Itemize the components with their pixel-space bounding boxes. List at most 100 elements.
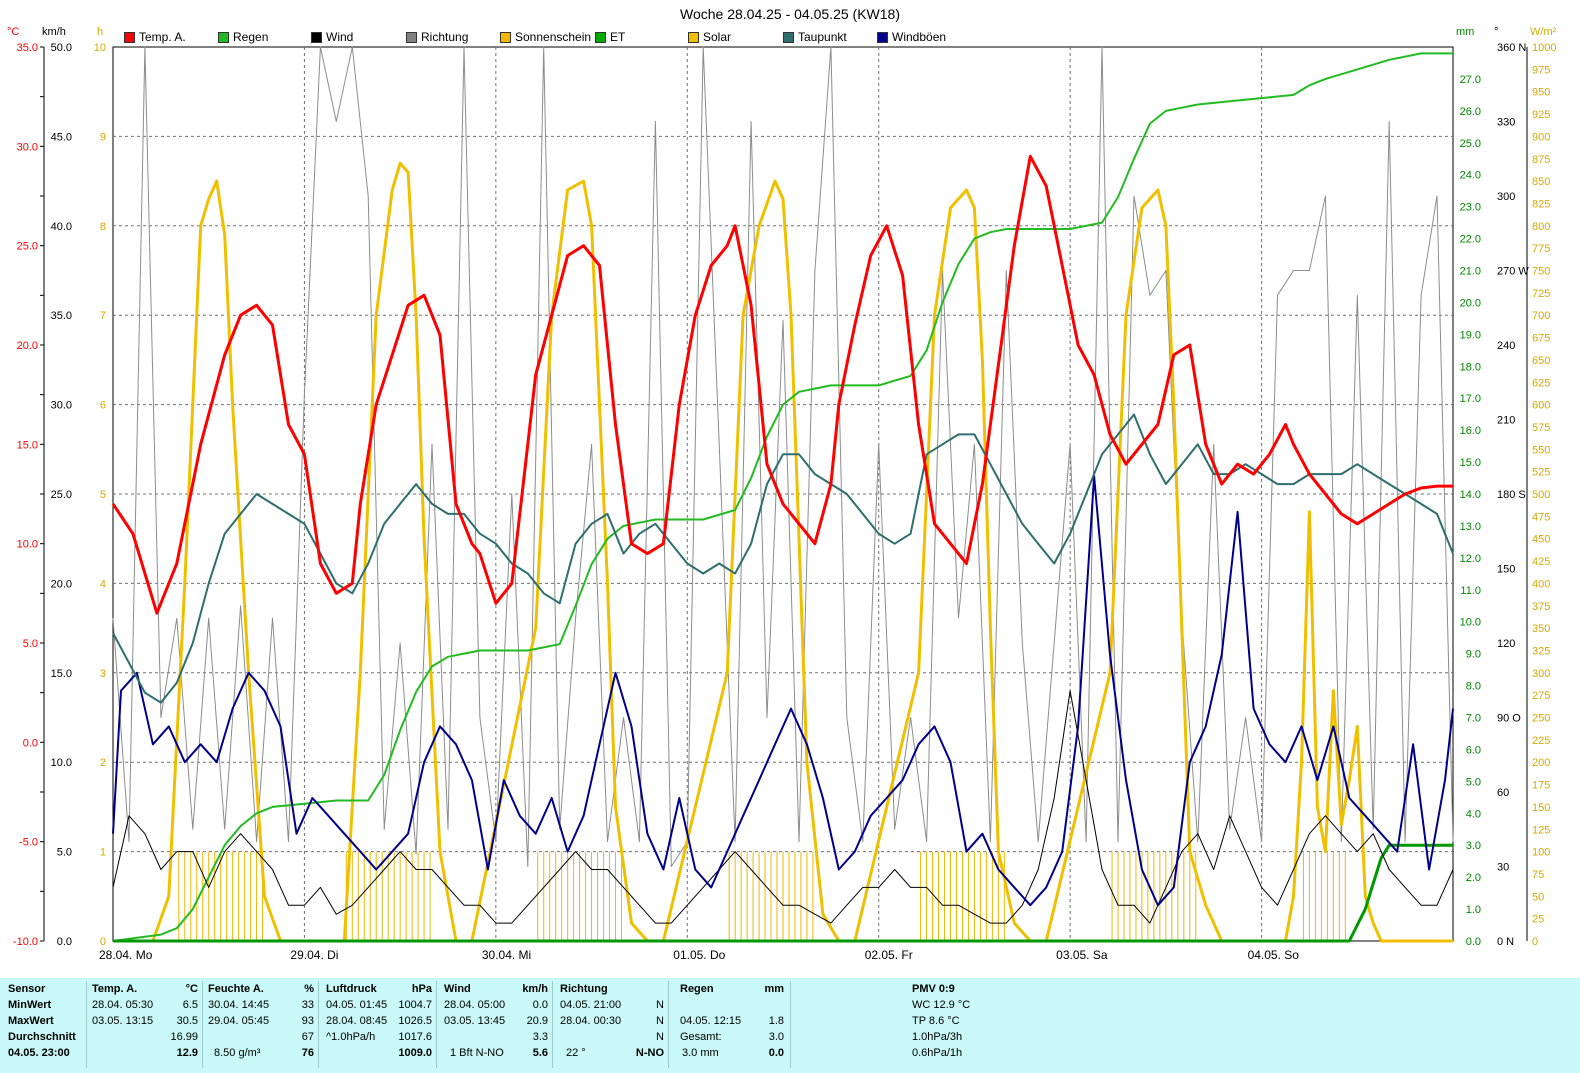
temp-tick-label: -10.0 (13, 936, 38, 948)
sun-tick-label: 3 (100, 668, 106, 680)
solar-tick-label: 575 (1532, 422, 1550, 434)
rain-tick-label: 18.0 (1460, 361, 1481, 373)
legend-label: Solar (703, 30, 732, 44)
legend-swatch (218, 32, 229, 44)
direction-tick-label: 330 (1497, 117, 1515, 129)
wind-min-time: 28.04. 05:00 (444, 999, 506, 1011)
solar-tick-label: 475 (1532, 511, 1550, 523)
legend-label: Wind (326, 30, 354, 44)
stats-panel: Sensor MinWert MaxWert Durchschnitt 04.0… (0, 978, 1580, 1073)
pmv-value: PMV 0:9 (912, 983, 955, 995)
direction-tick-label: 180 S (1497, 489, 1526, 501)
humidity-min-time: 30.04. 14:45 (208, 999, 270, 1011)
solar-tick-label: 1000 (1532, 42, 1556, 54)
rain-tick-label: 17.0 (1460, 393, 1481, 405)
legend-swatch (124, 32, 135, 44)
solar-tick-label: 375 (1532, 601, 1550, 613)
temp-tick-label: 10.0 (17, 539, 38, 551)
extra-column: PMV 0:9 WC 12.9 °C TP 8.6 °C 1.0hPa/3h 0… (792, 981, 1092, 1068)
humidity-min: 33 (301, 999, 314, 1011)
direction-tick-label: 120 (1497, 638, 1515, 650)
legend-item: Solar (688, 30, 731, 44)
temp-tick-label: 15.0 (17, 439, 38, 451)
rain-total-label: Gesamt: (680, 1031, 722, 1043)
legend-swatch (783, 32, 794, 44)
wind-tick-label: 35.0 (51, 310, 72, 322)
direction-tick-label: 30 (1497, 862, 1509, 874)
temp-max: 30.5 (176, 1015, 198, 1027)
direction-tick-label: 150 (1497, 564, 1515, 576)
rain-tick-label: 8.0 (1466, 681, 1481, 693)
solar-tick-label: 925 (1532, 109, 1550, 121)
legend-swatch (500, 32, 511, 44)
legend-label: ET (610, 30, 626, 44)
legend-item: Windböen (877, 30, 946, 44)
wind-tick-label: 5.0 (57, 847, 72, 859)
rain-tick-label: 26.0 (1460, 106, 1481, 118)
wind-unit: km/h (522, 983, 548, 995)
humidity-header: Feuchte A. (208, 983, 264, 995)
sun-tick-label: 6 (100, 400, 106, 412)
solar-tick-label: 525 (1532, 467, 1550, 479)
rain-total: 3.0 (768, 1031, 784, 1043)
windchill-value: WC 12.9 °C (912, 999, 971, 1011)
rain-tick-label: 14.0 (1460, 489, 1481, 501)
rain-tick-label: 24.0 (1460, 170, 1481, 182)
wind-tick-label: 15.0 (51, 668, 72, 680)
rain-tick-label: 2.0 (1466, 872, 1481, 884)
max-label: MaxWert (8, 1015, 54, 1027)
x-tick-label: 02.05. Fr (865, 948, 913, 962)
rain-last-time: 04.05. 12:15 (680, 1015, 742, 1027)
x-tick-label: 04.05. So (1248, 948, 1300, 962)
sensor-column: Sensor MinWert MaxWert Durchschnitt 04.0… (4, 981, 87, 1068)
rain-tick-label: 22.0 (1460, 234, 1481, 246)
x-tick-label: 03.05. Sa (1056, 948, 1108, 962)
x-tick-label: 30.04. Mi (482, 948, 531, 962)
legend-item: Temp. A. (124, 30, 186, 44)
solar-tick-label: 50 (1532, 891, 1544, 903)
solar-tick-label: 100 (1532, 847, 1550, 859)
rain-tick-label: 16.0 (1460, 425, 1481, 437)
trend-3h: 1.0hPa/3h (912, 1031, 963, 1043)
wind-tick-label: 20.0 (51, 578, 72, 590)
sun-tick-label: 9 (100, 131, 106, 143)
legend-item: Taupunkt (783, 30, 847, 44)
humidity-unit: % (304, 983, 314, 995)
rain-tick-label: 7.0 (1466, 713, 1481, 725)
direction-tick-label: 210 (1497, 415, 1515, 427)
pressure-min: 1004.7 (398, 999, 432, 1011)
temp-now: 12.9 (176, 1047, 198, 1059)
direction-avg: N (656, 1031, 664, 1043)
wind-avg: 3.3 (532, 1031, 548, 1043)
solar-tick-label: 850 (1532, 176, 1550, 188)
rain-line (113, 843, 1453, 943)
solar-tick-label: 875 (1532, 154, 1550, 166)
solar-tick-label: 150 (1532, 802, 1550, 814)
solar-tick-label: 200 (1532, 757, 1550, 769)
temp-column: Temp. A. °C 28.04. 05:30 6.5 03.05. 13:15 3… (88, 981, 203, 1068)
solar-tick-label: 450 (1532, 534, 1550, 546)
gust-line (112, 475, 1454, 907)
rain-tick-label: 20.0 (1460, 297, 1481, 309)
temp-unit: °C (185, 983, 198, 995)
unit-mm: mm (1456, 26, 1475, 38)
sun-tick-label: 7 (100, 310, 106, 322)
x-tick-label: 01.05. Do (673, 948, 725, 962)
et-line (112, 52, 1453, 942)
solar-tick-label: 125 (1532, 824, 1550, 836)
min-label: MinWert (8, 999, 52, 1011)
solar-tick-label: 825 (1532, 198, 1550, 210)
sun-tick-label: 10 (94, 42, 106, 54)
temp-header: Temp. A. (92, 983, 138, 995)
unit-degree: ° (1494, 26, 1499, 38)
rain-tick-label: 0.0 (1466, 936, 1481, 948)
legend-swatch (688, 32, 699, 44)
temp-tick-label: -5.0 (19, 837, 38, 849)
wind-tick-label: 40.0 (51, 221, 72, 233)
temp-tick-label: 5.0 (23, 638, 38, 650)
direction-column: Richtung 04.05. 21:00 N 28.04. 00:30 N N 2… (554, 981, 669, 1068)
wind-column: Wind km/h 28.04. 05:00 0.0 03.05. 13:45 20.… (438, 981, 553, 1068)
weather-chart: 35.030.025.020.015.010.05.00.0-5.0-10.05… (13, 42, 1557, 962)
rain-tick-label: 12.0 (1460, 553, 1481, 565)
rain-tick-label: 11.0 (1460, 585, 1481, 597)
